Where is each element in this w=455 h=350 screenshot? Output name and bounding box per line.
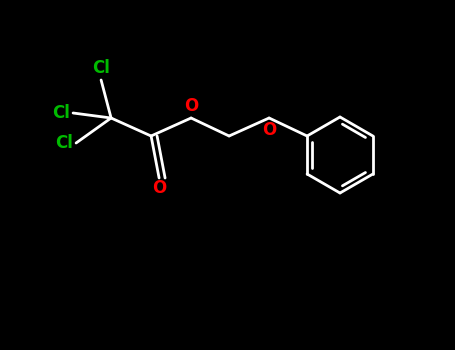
Text: Cl: Cl [92, 59, 110, 77]
Text: O: O [152, 179, 166, 197]
Text: Cl: Cl [52, 104, 70, 122]
Text: O: O [184, 97, 198, 115]
Text: O: O [262, 121, 276, 139]
Text: Cl: Cl [55, 134, 73, 152]
